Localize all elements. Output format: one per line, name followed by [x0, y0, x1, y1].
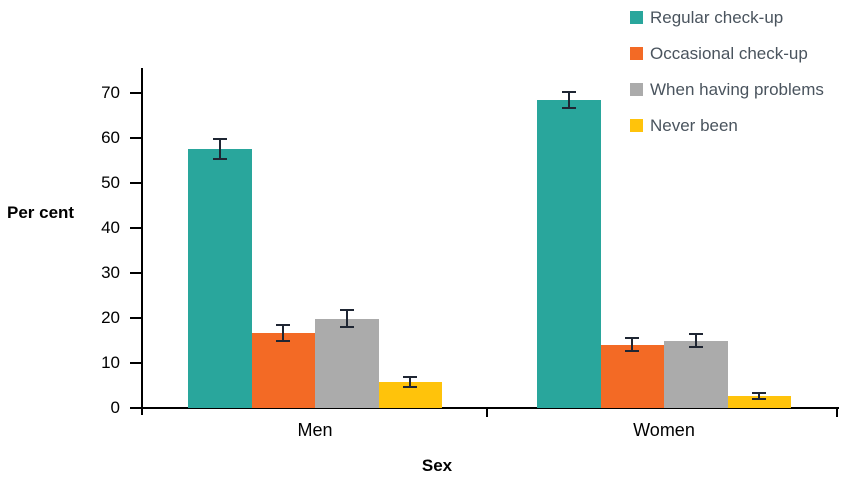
error-bar-line — [409, 375, 412, 389]
bar-never-been-women — [727, 396, 791, 408]
error-bar-bottom-cap — [212, 158, 227, 161]
y-tick — [130, 407, 142, 409]
y-tick-label: 60 — [101, 128, 120, 147]
error-bar-when-having-problems-women — [688, 332, 703, 349]
y-tick-label: 70 — [101, 83, 120, 102]
legend-label: Regular check-up — [650, 8, 784, 27]
error-bar-bottom-cap — [403, 386, 418, 389]
y-tick — [130, 317, 142, 319]
y-tick-label: 0 — [110, 398, 120, 417]
error-bar-top-cap — [688, 332, 703, 335]
error-bar-top-cap — [625, 337, 640, 340]
y-tick — [130, 182, 142, 184]
legend-item-regular-check-up: Regular check-up — [630, 8, 824, 27]
x-category-label-men: Men — [297, 420, 333, 440]
error-bar-never-been-men — [403, 375, 418, 389]
bar-when-having-problems-men — [315, 318, 379, 408]
error-bar-line — [345, 309, 348, 329]
y-tick-label: 10 — [101, 353, 120, 372]
y-tick — [130, 227, 142, 229]
bar-occasional-check-up-men — [251, 333, 315, 408]
x-axis-line — [142, 407, 839, 409]
x-axis-title: Sex — [421, 456, 453, 475]
bar-when-having-problems-women — [664, 340, 728, 408]
error-bar-line — [218, 138, 221, 161]
error-bar-bottom-cap — [688, 346, 703, 349]
legend-swatch-icon — [630, 119, 643, 132]
error-bar-line — [631, 337, 634, 352]
legend-label: Occasional check-up — [650, 44, 808, 63]
y-tick — [130, 92, 142, 94]
error-bar-top-cap — [276, 324, 291, 327]
error-bar-line — [567, 91, 570, 110]
x-tick — [486, 409, 488, 417]
legend-item-never-been: Never been — [630, 116, 824, 135]
error-bar-top-cap — [752, 392, 767, 395]
legend-item-when-having-problems: When having problems — [630, 80, 824, 99]
legend-swatch-icon — [630, 83, 643, 96]
legend: Regular check-up Occasional check-up When … — [630, 8, 824, 152]
error-bar-bottom-cap — [276, 340, 291, 343]
x-category-label-women: Women — [633, 420, 695, 440]
error-bar-when-having-problems-men — [339, 309, 354, 329]
bar-regular-check-up-women — [537, 100, 601, 408]
error-bar-never-been-women — [752, 392, 767, 401]
y-tick — [130, 137, 142, 139]
error-bar-top-cap — [212, 138, 227, 141]
legend-label: Never been — [650, 116, 738, 135]
legend-swatch-icon — [630, 47, 643, 60]
error-bar-bottom-cap — [561, 107, 576, 110]
error-bar-bottom-cap — [752, 398, 767, 401]
error-bar-line — [282, 324, 285, 343]
error-bar-top-cap — [339, 309, 354, 312]
y-axis-line — [141, 68, 143, 415]
y-tick-label: 40 — [101, 218, 120, 237]
y-tick — [130, 362, 142, 364]
x-tick — [836, 409, 838, 417]
legend-label: When having problems — [650, 80, 824, 99]
error-bar-regular-check-up-women — [561, 91, 576, 110]
y-tick-label: 30 — [101, 263, 120, 282]
bar-regular-check-up-men — [188, 149, 252, 408]
error-bar-bottom-cap — [339, 326, 354, 329]
y-tick — [130, 272, 142, 274]
error-bar-line — [694, 332, 697, 349]
error-bar-occasional-check-up-men — [276, 324, 291, 343]
bar-occasional-check-up-women — [600, 344, 664, 408]
error-bar-bottom-cap — [625, 349, 640, 352]
y-tick-label: 50 — [101, 173, 120, 192]
legend-swatch-icon — [630, 11, 643, 24]
y-tick-label: 20 — [101, 308, 120, 327]
y-axis-title: Per cent — [7, 203, 75, 222]
error-bar-top-cap — [403, 375, 418, 378]
error-bar-line — [758, 392, 761, 401]
legend-item-occasional-check-up: Occasional check-up — [630, 44, 824, 63]
error-bar-regular-check-up-men — [212, 138, 227, 161]
error-bar-occasional-check-up-women — [625, 337, 640, 352]
error-bar-top-cap — [561, 91, 576, 94]
